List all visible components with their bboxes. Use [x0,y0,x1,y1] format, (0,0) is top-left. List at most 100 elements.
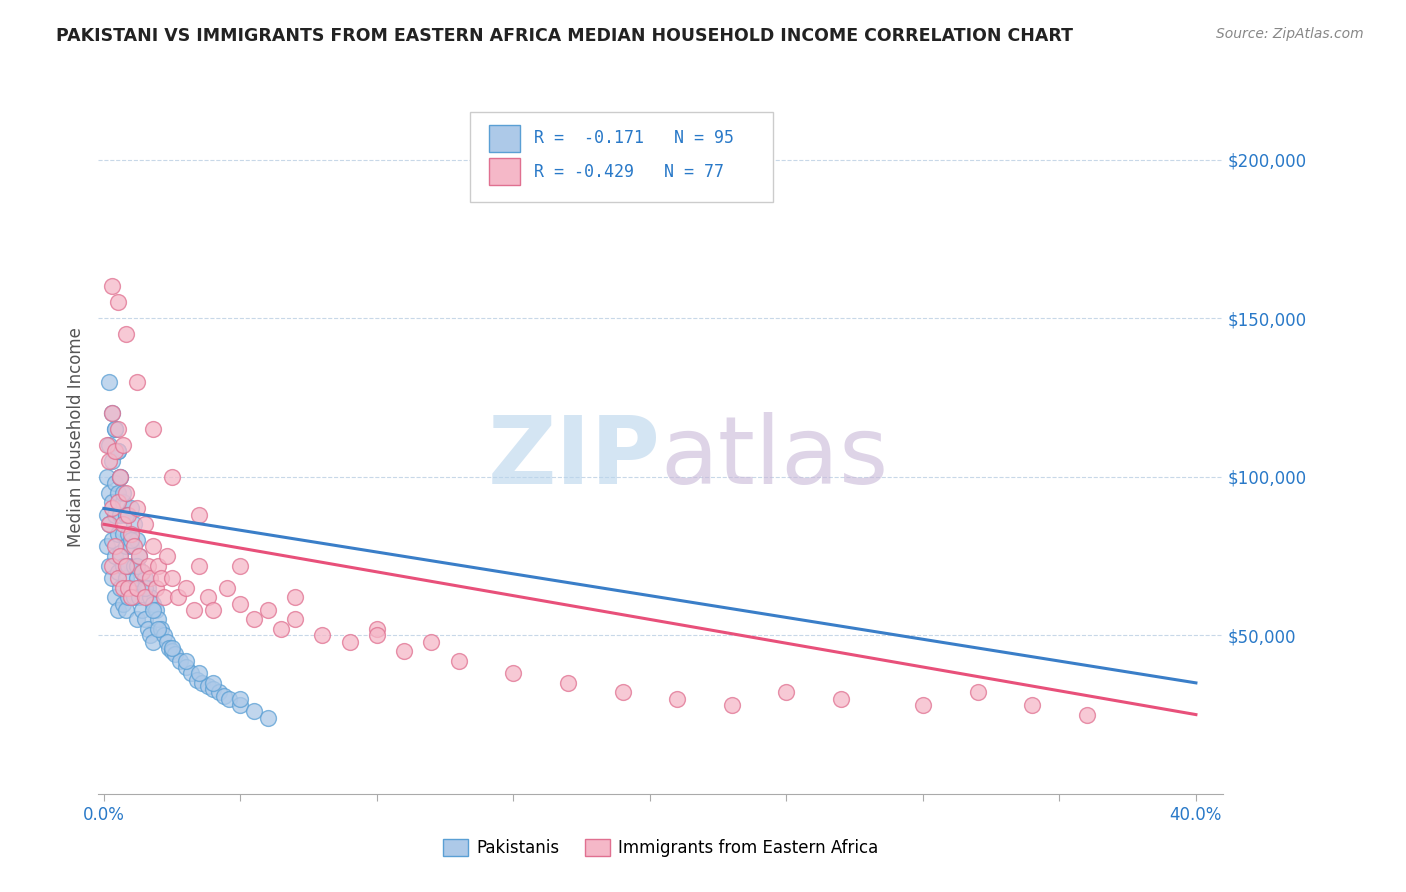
Point [98,485,121,500]
Text: R =  -0.171   N = 95: R = -0.171 N = 95 [534,129,734,147]
Point [107,422,129,436]
Point [243,612,266,626]
Point [131,565,153,579]
Point [215,581,238,595]
Point [142,634,165,648]
Y-axis label: Median Household Income: Median Household Income [66,327,84,547]
Point [212,689,235,703]
Text: ZIP: ZIP [488,412,661,505]
Point [153,628,176,642]
Point [107,571,129,585]
Point [174,660,197,674]
Point [131,603,153,617]
Point [502,666,524,681]
Point [122,517,145,532]
Point [101,406,124,420]
Point [142,422,165,436]
Point [156,634,179,648]
Point [134,517,156,532]
Text: atlas: atlas [661,412,889,505]
Point [101,501,124,516]
Point [110,469,132,483]
Point [104,549,127,563]
Point [107,526,129,541]
Point [125,581,148,595]
Point [128,591,150,605]
Point [114,508,136,522]
Point [1076,707,1098,722]
Point [107,485,129,500]
Point [104,540,127,554]
Point [339,634,361,648]
Point [111,495,134,509]
Point [202,682,225,697]
Point [229,558,252,573]
Point [101,495,124,509]
Point [160,644,183,658]
Point [114,508,136,522]
Point [966,685,988,699]
Point [98,558,121,573]
Point [101,571,124,585]
Point [120,526,142,541]
Point [284,591,307,605]
Point [148,558,170,573]
Point [150,571,173,585]
Point [111,485,134,500]
Point [174,654,197,668]
Point [110,508,132,522]
Point [142,540,165,554]
Point [120,501,142,516]
Point [284,612,307,626]
Point [125,612,148,626]
Point [180,666,202,681]
Point [207,685,229,699]
Point [134,591,156,605]
Point [120,533,142,548]
Point [114,571,136,585]
Point [188,558,211,573]
Point [114,540,136,554]
Point [160,469,183,483]
Point [98,454,121,468]
Point [98,375,121,389]
Point [131,565,153,579]
Point [202,676,225,690]
Point [117,581,139,595]
Point [125,571,148,585]
Point [183,603,205,617]
Point [110,469,132,483]
Point [775,685,797,699]
Point [128,549,150,563]
Point [166,591,188,605]
Point [366,628,388,642]
Point [202,603,225,617]
Bar [489,125,520,152]
Point [145,581,167,595]
Point [218,691,240,706]
Point [122,540,145,554]
Point [392,644,415,658]
Point [720,698,742,712]
Point [122,591,145,605]
Point [104,591,127,605]
Point [122,558,145,573]
Point [243,705,266,719]
Point [111,581,134,595]
Point [160,640,183,655]
Point [134,571,156,585]
Point [229,698,252,712]
Point [107,444,129,458]
Point [229,597,252,611]
Point [156,549,179,563]
Point [107,295,129,310]
Point [107,495,129,509]
Point [117,558,139,573]
Point [111,526,134,541]
Point [111,517,134,532]
Point [311,628,333,642]
Point [270,622,292,636]
Point [142,597,165,611]
Point [101,454,124,468]
Point [111,558,134,573]
